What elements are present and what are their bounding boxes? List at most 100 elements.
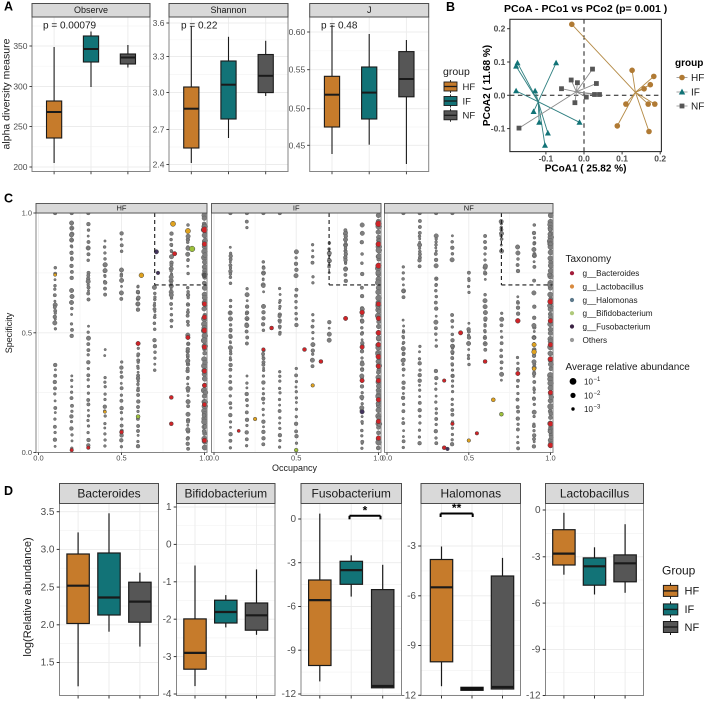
svg-text:1.0: 1.0 <box>545 454 555 463</box>
svg-text:0.1: 0.1 <box>616 153 628 163</box>
svg-text:300: 300 <box>13 82 27 92</box>
svg-text:HF: HF <box>463 82 476 93</box>
svg-text:g__Halomonas: g__Halomonas <box>583 296 638 305</box>
svg-text:log(Relative abundance): log(Relative abundance) <box>22 537 34 656</box>
svg-text:3.5: 3.5 <box>41 507 55 518</box>
svg-text:0.5: 0.5 <box>291 454 301 463</box>
svg-text:NF: NF <box>685 622 700 634</box>
svg-text:*: * <box>363 503 368 517</box>
svg-text:1.0: 1.0 <box>373 454 383 463</box>
svg-text:-3: -3 <box>407 541 416 552</box>
svg-text:C: C <box>4 192 13 206</box>
svg-text:Observe: Observe <box>74 5 108 15</box>
svg-text:D: D <box>4 484 13 498</box>
svg-text:-0.1: -0.1 <box>491 124 506 134</box>
svg-text:g__Bifidobacterium: g__Bifidobacterium <box>583 309 653 318</box>
svg-text:0.0: 0.0 <box>209 454 219 463</box>
svg-text:Shannon: Shannon <box>210 5 246 15</box>
svg-text:IF: IF <box>463 96 472 107</box>
svg-text:B: B <box>446 0 455 14</box>
svg-text:Occupancy: Occupancy <box>272 463 318 473</box>
svg-text:group: group <box>443 66 470 78</box>
svg-text:3.0: 3.0 <box>41 545 55 556</box>
svg-text:NF: NF <box>464 204 474 213</box>
svg-text:g__Fusobacterium: g__Fusobacterium <box>583 323 651 332</box>
svg-text:0.0: 0.0 <box>494 90 506 100</box>
svg-text:0.5: 0.5 <box>464 454 474 463</box>
svg-text:-12: -12 <box>402 691 417 702</box>
svg-text:0: 0 <box>166 540 172 551</box>
svg-text:1.5: 1.5 <box>41 658 55 669</box>
svg-text:3.3: 3.3 <box>153 52 165 62</box>
svg-text:HF: HF <box>117 204 127 213</box>
svg-text:NF: NF <box>463 111 476 122</box>
svg-text:-6: -6 <box>532 598 541 609</box>
svg-text:2.5: 2.5 <box>41 582 55 593</box>
svg-text:0.2: 0.2 <box>494 24 506 34</box>
svg-text:10: 10 <box>584 377 593 386</box>
svg-text:group: group <box>675 58 703 69</box>
svg-text:250: 250 <box>13 122 27 132</box>
svg-text:−1: −1 <box>594 377 602 383</box>
svg-text:0.5: 0.5 <box>116 454 126 463</box>
svg-text:-12: -12 <box>282 689 297 700</box>
svg-text:IF: IF <box>293 204 300 213</box>
svg-text:0: 0 <box>535 505 541 516</box>
svg-text:0.1: 0.1 <box>494 57 506 67</box>
svg-text:-3: -3 <box>532 552 541 563</box>
svg-text:-3: -3 <box>163 652 172 663</box>
svg-text:-9: -9 <box>532 645 541 656</box>
svg-text:0.5: 0.5 <box>22 328 32 337</box>
svg-text:-6: -6 <box>287 602 296 613</box>
svg-text:HF: HF <box>685 586 700 598</box>
svg-text:IF: IF <box>685 604 695 616</box>
svg-text:Bacteroides: Bacteroides <box>77 486 140 500</box>
svg-text:IF: IF <box>691 88 700 99</box>
svg-text:PCoA - PCo1 vs PCo2 (p= 0.001: PCoA - PCo1 vs PCo2 (p= 0.001 ) <box>504 3 667 15</box>
svg-text:−3: −3 <box>594 405 602 411</box>
svg-text:10: 10 <box>584 391 593 400</box>
svg-text:PCoA2 ( 11.68 %): PCoA2 ( 11.68 %) <box>482 45 493 126</box>
svg-text:-6: -6 <box>407 591 416 602</box>
svg-text:-9: -9 <box>407 641 416 652</box>
svg-text:0.2: 0.2 <box>654 153 666 163</box>
svg-text:350: 350 <box>13 41 27 51</box>
svg-text:-0.1: -0.1 <box>539 153 554 163</box>
svg-text:HF: HF <box>691 73 704 84</box>
svg-text:0.45: 0.45 <box>289 140 306 150</box>
svg-text:PCoA1 ( 25.82 %): PCoA1 ( 25.82 %) <box>545 164 627 175</box>
svg-text:3.6: 3.6 <box>153 18 165 28</box>
svg-text:p = 0.48: p = 0.48 <box>321 21 358 32</box>
svg-text:NF: NF <box>691 102 704 113</box>
svg-text:0.55: 0.55 <box>289 65 306 75</box>
svg-text:2.7: 2.7 <box>153 125 165 135</box>
svg-text:0.50: 0.50 <box>289 104 306 114</box>
svg-text:2.4: 2.4 <box>153 160 165 170</box>
svg-text:**: ** <box>452 501 462 515</box>
svg-text:1.0: 1.0 <box>22 209 32 218</box>
svg-text:Specificity: Specificity <box>4 312 14 353</box>
svg-text:alpha diversity measure: alpha diversity measure <box>1 38 13 149</box>
svg-text:-2: -2 <box>163 614 172 625</box>
svg-text:-9: -9 <box>287 645 296 656</box>
svg-text:Group: Group <box>662 564 696 578</box>
svg-text:10: 10 <box>584 405 593 414</box>
svg-text:0.0: 0.0 <box>578 153 590 163</box>
svg-text:g__Lactobacillus: g__Lactobacillus <box>583 283 644 292</box>
svg-text:Bifidobacterium: Bifidobacterium <box>184 486 267 500</box>
svg-text:2.0: 2.0 <box>41 620 55 631</box>
svg-text:Halomonas: Halomonas <box>440 486 501 500</box>
svg-text:0.0: 0.0 <box>22 448 32 457</box>
svg-text:Taxonomy: Taxonomy <box>566 254 612 265</box>
svg-text:-1: -1 <box>163 577 172 588</box>
svg-text:200: 200 <box>13 162 27 172</box>
svg-text:0.0: 0.0 <box>33 454 43 463</box>
svg-text:0.0: 0.0 <box>382 454 392 463</box>
svg-text:0: 0 <box>290 514 296 525</box>
svg-text:−2: −2 <box>594 391 602 397</box>
svg-text:g__Bacteroides: g__Bacteroides <box>583 269 640 278</box>
svg-text:-4: -4 <box>163 689 172 700</box>
svg-text:1: 1 <box>166 502 172 513</box>
svg-text:-12: -12 <box>526 691 541 702</box>
svg-text:Fusobacterium: Fusobacterium <box>312 486 391 500</box>
